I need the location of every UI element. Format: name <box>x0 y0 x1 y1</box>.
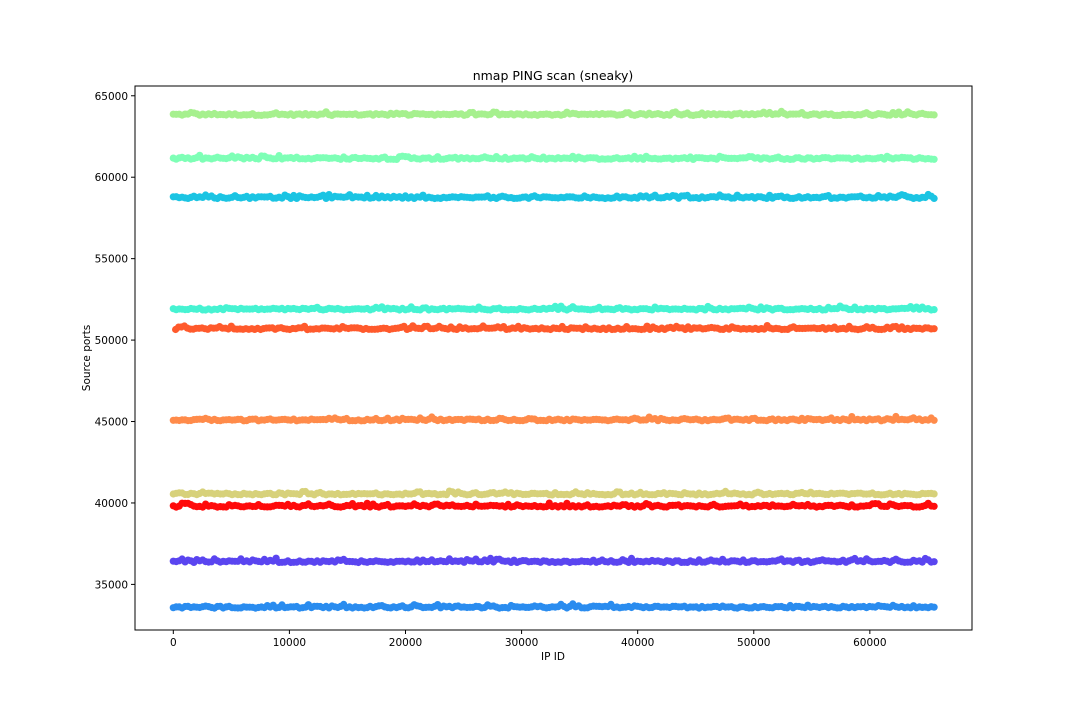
data-point <box>930 603 938 611</box>
y-axis-ticks: 35000 40000 45000 50000 55000 60000 65000 <box>95 91 135 591</box>
y-tick-label: 65000 <box>95 91 128 103</box>
data-point <box>930 325 938 333</box>
data-point <box>930 194 938 202</box>
y-tick-label: 55000 <box>95 254 128 266</box>
x-tick-label: 40000 <box>621 637 654 649</box>
data-point <box>930 155 938 163</box>
data-point <box>930 111 938 119</box>
series-2 <box>169 190 938 203</box>
x-tick-label: 50000 <box>737 637 770 649</box>
data-point <box>930 416 938 424</box>
series-9 <box>169 600 938 612</box>
y-axis-label: Source ports <box>81 325 93 391</box>
data-point <box>930 502 938 510</box>
series-8 <box>169 554 938 567</box>
x-tick-label: 0 <box>170 637 177 649</box>
plot-frame <box>134 85 973 631</box>
series-7 <box>169 499 938 511</box>
x-tick-label: 60000 <box>853 637 886 649</box>
data-point <box>930 306 938 314</box>
series-1 <box>169 151 938 163</box>
x-axis-label: IP ID <box>541 651 565 663</box>
x-axis-ticks: 0 10000 20000 30000 40000 50000 60000 <box>170 630 887 649</box>
series-4 <box>172 322 938 334</box>
series-5 <box>169 412 938 425</box>
series-6 <box>169 487 938 499</box>
series-0 <box>169 107 938 119</box>
y-tick-label: 35000 <box>95 579 128 591</box>
x-tick-label: 10000 <box>273 637 306 649</box>
x-tick-label: 30000 <box>505 637 538 649</box>
data-point <box>930 490 938 498</box>
data-point <box>930 558 938 566</box>
chart-title: nmap PING scan (sneaky) <box>473 68 634 83</box>
y-tick-label: 50000 <box>95 335 128 347</box>
y-tick-label: 45000 <box>95 417 128 429</box>
y-tick-label: 60000 <box>95 172 128 184</box>
series-3 <box>169 302 938 314</box>
data-points <box>169 107 938 612</box>
x-tick-label: 20000 <box>389 637 422 649</box>
y-tick-label: 40000 <box>95 498 128 510</box>
